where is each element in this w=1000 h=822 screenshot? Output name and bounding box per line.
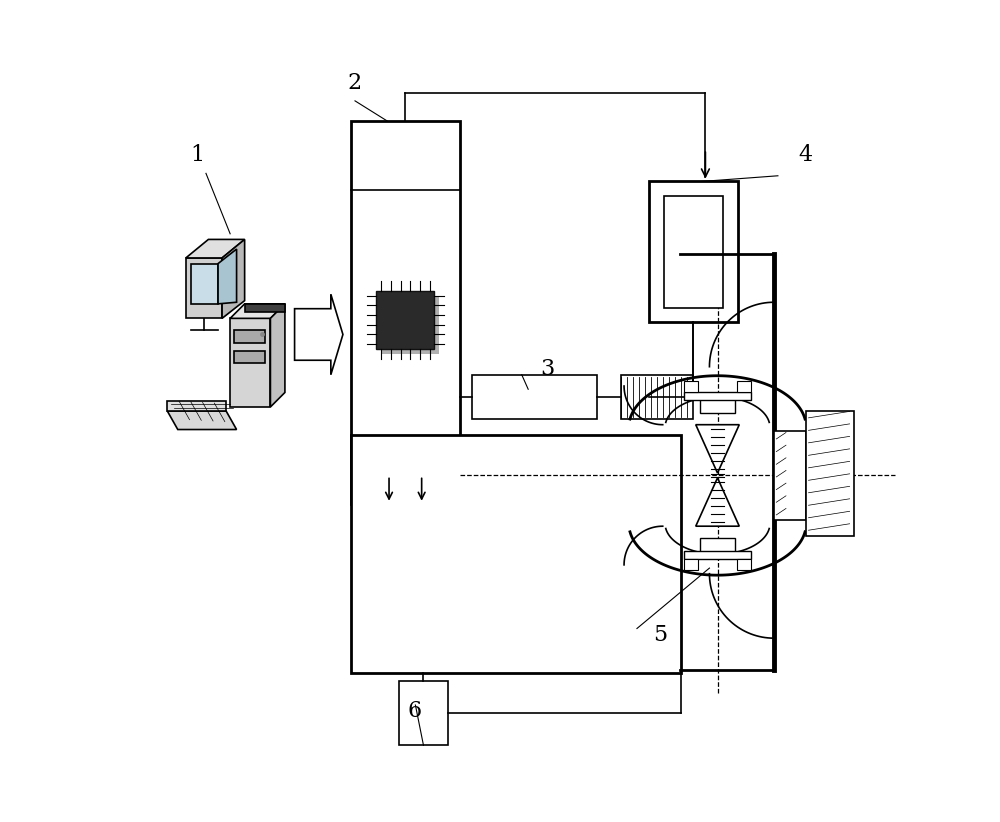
Bar (684, 391, 751, 399)
Polygon shape (167, 411, 237, 430)
Bar (737, 381, 751, 391)
Polygon shape (230, 318, 270, 407)
Polygon shape (381, 296, 439, 353)
Bar (399, 681, 448, 746)
Text: 3: 3 (540, 358, 555, 380)
Polygon shape (167, 400, 226, 411)
Bar (806, 411, 854, 536)
Bar (737, 559, 751, 570)
Text: 2: 2 (347, 72, 361, 94)
Bar (376, 291, 434, 349)
Polygon shape (191, 264, 218, 304)
Bar (351, 435, 681, 672)
Polygon shape (696, 425, 739, 473)
Text: 6: 6 (407, 700, 421, 722)
Bar (472, 375, 597, 419)
Bar (234, 330, 265, 343)
Polygon shape (696, 478, 739, 526)
Bar (700, 396, 735, 413)
Bar (234, 351, 265, 363)
Polygon shape (218, 249, 237, 304)
Bar (684, 552, 751, 559)
Bar (774, 431, 806, 520)
Polygon shape (270, 304, 285, 407)
Bar (664, 196, 723, 308)
Bar (684, 381, 698, 391)
Text: 1: 1 (190, 145, 204, 166)
Polygon shape (295, 294, 343, 375)
Text: 5: 5 (653, 624, 667, 645)
Bar (621, 375, 693, 419)
Bar (649, 182, 738, 322)
Text: 4: 4 (798, 145, 812, 166)
Polygon shape (245, 304, 285, 312)
Bar (684, 559, 698, 570)
Polygon shape (186, 239, 245, 258)
Polygon shape (230, 304, 285, 318)
Polygon shape (222, 239, 245, 318)
Bar (700, 538, 735, 554)
Polygon shape (186, 258, 222, 318)
Bar (351, 121, 460, 504)
